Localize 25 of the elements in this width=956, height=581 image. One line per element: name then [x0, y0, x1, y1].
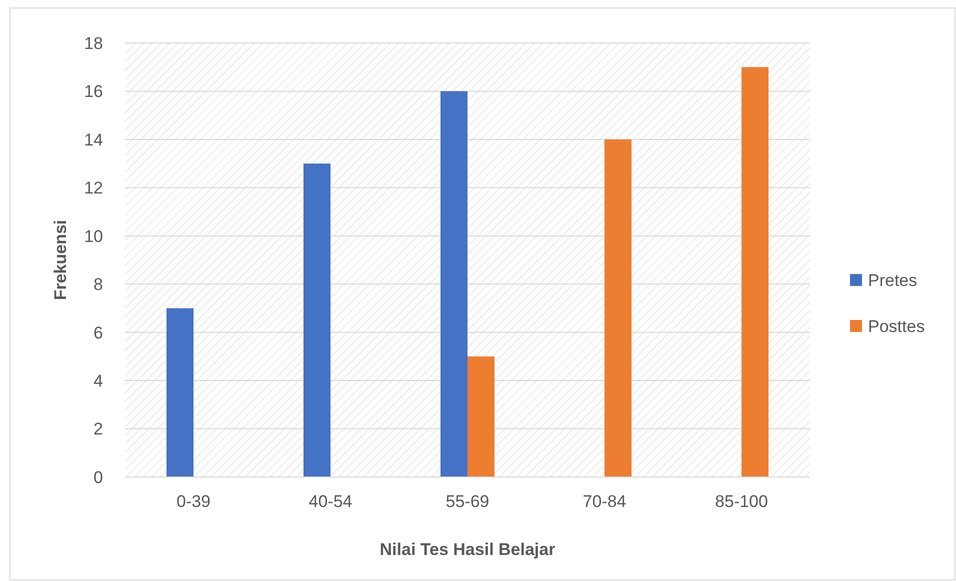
- legend-label: Pretes: [868, 270, 918, 290]
- bar: [304, 164, 330, 477]
- bar: [440, 91, 468, 477]
- bar: [166, 308, 194, 477]
- y-tick-label: 2: [94, 420, 103, 439]
- y-tick-label: 14: [84, 130, 103, 150]
- bar: [468, 356, 494, 477]
- x-tick-label: 40-54: [308, 492, 352, 511]
- x-tick-label: 85-100: [715, 492, 768, 511]
- bar: [742, 67, 768, 477]
- y-axis-title: Frekuensi: [51, 220, 70, 300]
- x-tick-label: 70-84: [582, 492, 626, 511]
- bar: [604, 139, 632, 477]
- y-tick-label: 18: [84, 34, 103, 53]
- y-tick-label: 12: [84, 178, 103, 198]
- x-tick-label: 55-69: [446, 492, 490, 511]
- y-tick-label: 0: [94, 468, 103, 487]
- legend-label: Posttes: [868, 316, 925, 336]
- y-tick-label: 6: [94, 323, 103, 342]
- y-tick-label: 4: [94, 372, 103, 391]
- x-axis-title: Nilai Tes Hasil Belajar: [380, 540, 556, 559]
- y-tick-label: 8: [94, 275, 103, 294]
- y-tick-label: 16: [84, 82, 103, 102]
- y-tick-label: 10: [84, 226, 103, 246]
- x-tick-label: 0-39: [176, 492, 211, 511]
